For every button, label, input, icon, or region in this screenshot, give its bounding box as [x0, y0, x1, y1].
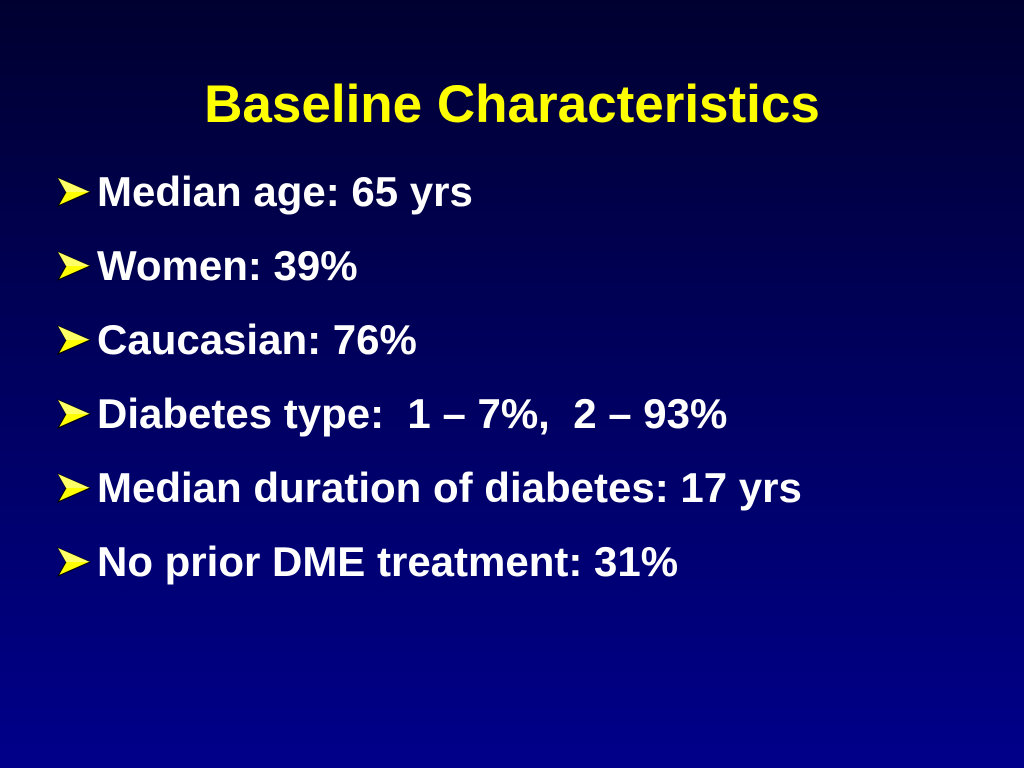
- bullet-text: Women: 39%: [97, 242, 358, 289]
- bullet-item: Median duration of diabetes: 17 yrs: [56, 460, 802, 534]
- bullet-text: Median duration of diabetes: 17 yrs: [97, 464, 802, 511]
- bullet-item: Diabetes type: 1 – 7%, 2 – 93%: [56, 386, 802, 460]
- bullet-text: Diabetes type: 1 – 7%, 2 – 93%: [97, 390, 728, 437]
- slide-title: Baseline Characteristics: [204, 75, 820, 134]
- bullet-text: Caucasian: 76%: [97, 316, 417, 363]
- bullet-list: Median age: 65 yrs Women: 39% Caucasian: 7…: [56, 164, 802, 608]
- bullet-arrow: [56, 324, 92, 356]
- bullet-arrow: [56, 250, 92, 282]
- bullet-item: Median age: 65 yrs: [56, 164, 802, 238]
- bullet-arrow: [56, 176, 92, 208]
- bullet-text: Median age: 65 yrs: [97, 168, 473, 215]
- bullet-item: No prior DME treatment: 31%: [56, 534, 802, 608]
- bullet-item: Women: 39%: [56, 238, 802, 312]
- bullet-item: Caucasian: 76%: [56, 312, 802, 386]
- bullet-arrow: [56, 546, 92, 578]
- bullet-text: No prior DME treatment: 31%: [97, 538, 679, 585]
- bullet-arrow: [56, 472, 92, 504]
- bullet-arrow: [56, 398, 92, 430]
